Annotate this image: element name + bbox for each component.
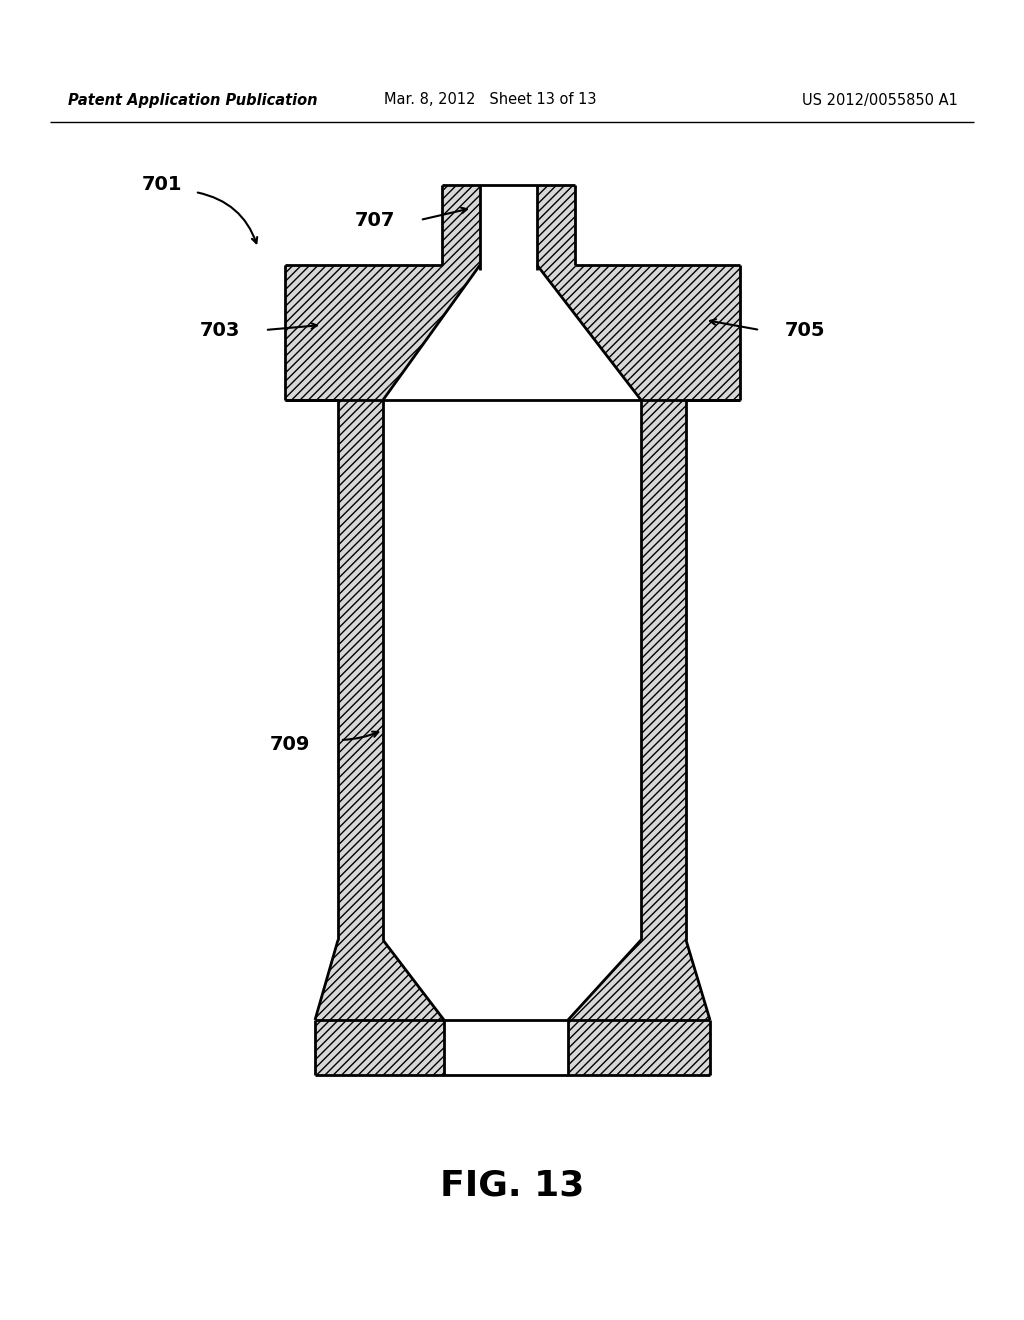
Polygon shape	[383, 265, 641, 400]
Bar	[315, 1020, 444, 1074]
Polygon shape	[383, 940, 641, 1020]
Polygon shape	[568, 940, 710, 1020]
Bar	[442, 185, 575, 265]
Bar	[383, 400, 641, 940]
Bar	[338, 400, 383, 940]
Bar	[480, 185, 537, 265]
Polygon shape	[480, 265, 537, 400]
Text: 707: 707	[354, 210, 395, 230]
Text: 705: 705	[785, 321, 825, 339]
Text: 709: 709	[269, 735, 310, 755]
Text: US 2012/0055850 A1: US 2012/0055850 A1	[802, 92, 958, 107]
Text: Mar. 8, 2012   Sheet 13 of 13: Mar. 8, 2012 Sheet 13 of 13	[384, 92, 596, 107]
Text: Patent Application Publication: Patent Application Publication	[68, 92, 317, 107]
Bar	[568, 1020, 710, 1074]
Polygon shape	[537, 265, 641, 400]
Text: FIG. 13: FIG. 13	[440, 1168, 584, 1203]
Bar	[444, 1020, 568, 1074]
Bar	[641, 400, 686, 940]
Bar	[285, 265, 740, 400]
Text: 701: 701	[142, 176, 182, 194]
Polygon shape	[383, 265, 480, 400]
Text: 703: 703	[200, 321, 240, 339]
Polygon shape	[315, 940, 444, 1020]
